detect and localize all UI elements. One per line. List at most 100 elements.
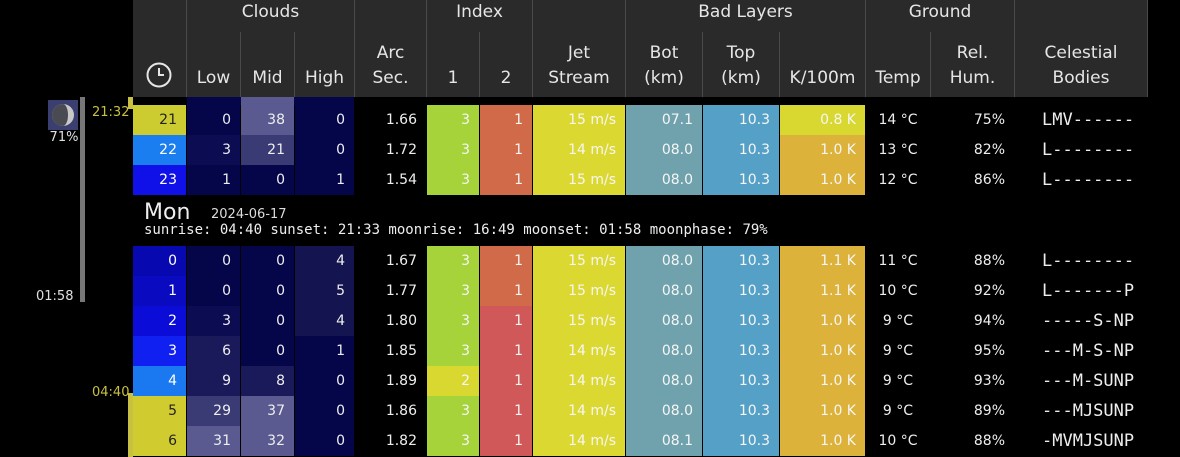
index1-cell: 2 [427, 366, 479, 396]
cloud-mid-cell: 32 [241, 426, 294, 456]
sunrise-tick [128, 393, 133, 457]
cloud-high-cell: 0 [295, 426, 354, 456]
col-header-bot-unit: (km) [644, 68, 684, 88]
index2-cell: 1 [480, 246, 532, 276]
col-header-humidity: Rel. [956, 43, 989, 63]
temp-cell: 11 °C [878, 253, 918, 269]
k100m-cell: 1.1 K [780, 246, 865, 276]
arc-sec-cell: 1.72 [385, 142, 417, 158]
header-subdivider [779, 32, 780, 97]
col-header-low: Low [196, 68, 231, 88]
temp-cell: 9 °C [882, 373, 914, 389]
cloud-mid-cell: 0 [241, 276, 294, 306]
arc-sec-cell: 1.85 [385, 343, 417, 359]
hour-cell: 0 [133, 246, 186, 276]
bad-layer-bot-cell: 08.0 [626, 135, 702, 165]
humidity-cell: 86% [973, 172, 1005, 188]
temp-cell: 10 °C [878, 283, 918, 299]
cloud-high-cell: 0 [295, 105, 354, 135]
header-divider [1014, 0, 1015, 97]
clock-icon [145, 61, 173, 89]
temp-cell: 13 °C [878, 142, 918, 158]
header-subdivider [240, 32, 241, 97]
index2-cell: 1 [480, 135, 532, 165]
day-date: 2024-06-17 [211, 207, 287, 222]
celestial-cell: L-------- [1042, 251, 1135, 271]
cloud-high-cell: 0 [295, 396, 354, 426]
arc-sec-cell: 1.54 [385, 172, 417, 188]
group-title-clouds: Clouds [241, 2, 300, 22]
celestial-cell: ---M-SUNP [1042, 371, 1135, 391]
bad-layer-top-cell: 10.3 [703, 396, 779, 426]
col-header-top-unit: (km) [721, 68, 761, 88]
col-header-jet: Jet [567, 43, 591, 63]
index1-cell: 3 [427, 396, 479, 426]
index1-cell: 3 [427, 165, 479, 195]
humidity-cell: 94% [973, 313, 1005, 329]
moon-percent: 71% [49, 130, 79, 145]
arc-sec-cell: 1.89 [385, 373, 417, 389]
cloud-high-cell: 0 [295, 366, 354, 396]
cloud-mid-cell: 0 [241, 246, 294, 276]
index2-cell: 1 [480, 426, 532, 456]
bad-layer-top-cell: 10.3 [703, 366, 779, 396]
humidity-cell: 75% [973, 112, 1005, 128]
jet-stream-cell: 14 m/s [533, 336, 625, 366]
cloud-low-cell: 3 [187, 306, 240, 336]
k100m-cell: 1.0 K [780, 165, 865, 195]
temp-cell: 9 °C [882, 313, 914, 329]
moon-visibility-bar [80, 97, 85, 302]
bad-layer-bot-cell: 08.0 [626, 396, 702, 426]
sunrise-time: 04:40 [92, 385, 130, 400]
arc-sec-cell: 1.67 [385, 253, 417, 269]
index2-cell: 1 [480, 306, 532, 336]
celestial-cell: L-------P [1042, 281, 1135, 301]
temp-cell: 9 °C [882, 403, 914, 419]
col-header-arc: Arc [376, 43, 405, 63]
col-header-celestial: Celestial [1044, 43, 1118, 63]
celestial-cell: LMV------ [1042, 110, 1135, 130]
col-header-jet-2: Stream [548, 68, 610, 88]
cloud-high-cell: 5 [295, 276, 354, 306]
group-title-ground: Ground [908, 2, 972, 22]
jet-stream-cell: 15 m/s [533, 165, 625, 195]
hour-cell: 4 [133, 366, 186, 396]
header-divider [532, 0, 533, 97]
hour-cell: 3 [133, 336, 186, 366]
col-header-index-1: 1 [447, 68, 459, 88]
cloud-high-cell: 0 [295, 135, 354, 165]
cloud-low-cell: 0 [187, 246, 240, 276]
index2-cell: 1 [480, 165, 532, 195]
sunset-tick [128, 97, 133, 109]
k100m-cell: 1.0 K [780, 306, 865, 336]
index2-cell: 1 [480, 396, 532, 426]
sunset-time: 21:32 [92, 105, 130, 120]
k100m-cell: 1.1 K [780, 276, 865, 306]
cloud-low-cell: 9 [187, 366, 240, 396]
jet-stream-cell: 14 m/s [533, 396, 625, 426]
celestial-cell: ---M-S-NP [1042, 341, 1135, 361]
hour-cell: 5 [133, 396, 186, 426]
cloud-high-cell: 4 [295, 246, 354, 276]
cloud-high-cell: 4 [295, 306, 354, 336]
index1-cell: 3 [427, 336, 479, 366]
humidity-cell: 82% [973, 142, 1005, 158]
header-divider [354, 0, 355, 97]
cloud-mid-cell: 0 [241, 336, 294, 366]
hour-cell: 6 [133, 426, 186, 456]
bad-layer-top-cell: 10.3 [703, 165, 779, 195]
arc-sec-cell: 1.66 [385, 112, 417, 128]
index1-cell: 3 [427, 276, 479, 306]
k100m-cell: 1.0 K [780, 135, 865, 165]
day-astronomy-info: sunrise: 04:40 sunset: 21:33 moonrise: 1… [144, 222, 768, 238]
hour-cell: 1 [133, 276, 186, 306]
humidity-cell: 95% [973, 343, 1005, 359]
hour-cell: 2 [133, 306, 186, 336]
cloud-low-cell: 3 [187, 135, 240, 165]
jet-stream-cell: 15 m/s [533, 276, 625, 306]
moonset-time: 01:58 [36, 289, 74, 304]
hour-cell: 21 [133, 105, 186, 135]
group-title-bad-layers: Bad Layers [698, 2, 793, 22]
jet-stream-cell: 14 m/s [533, 135, 625, 165]
col-header-humidity-2: Hum. [949, 68, 996, 88]
